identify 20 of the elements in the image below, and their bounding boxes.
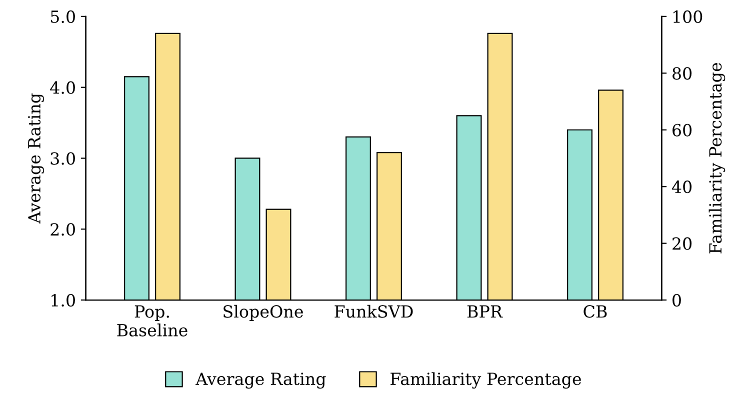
y2-tick-label: 100 — [673, 10, 702, 24]
y2-tick-label: 40 — [672, 180, 692, 194]
y2-axis-title: Familiarity Percentage — [708, 62, 726, 254]
x-tick-label: SlopeOne — [224, 304, 303, 322]
y-tick-label: 1.0 — [52, 294, 75, 307]
y-axis-title: Average Rating — [28, 93, 44, 224]
legend-label: Familiarity Percentage — [390, 372, 582, 389]
legend-label: Average Rating — [196, 372, 326, 389]
y2-tick-label: 80 — [672, 67, 692, 80]
y-tick-label: 2.0 — [50, 223, 75, 236]
x-tick-label: FunkSVD — [334, 304, 413, 318]
y-tick-label: 3.0 — [50, 152, 75, 165]
y2-tick-label: 20 — [672, 237, 692, 250]
x-tick-label: CB — [584, 305, 607, 318]
y-tick-label: 5.0 — [50, 10, 75, 24]
x-tick-label: Pop. Baseline — [117, 305, 188, 336]
y-tick-label: 4.0 — [50, 81, 75, 94]
y2-tick-label: 60 — [672, 124, 692, 136]
y2-tick-label: 0 — [672, 294, 681, 307]
x-tick-label: BPR — [467, 305, 503, 318]
